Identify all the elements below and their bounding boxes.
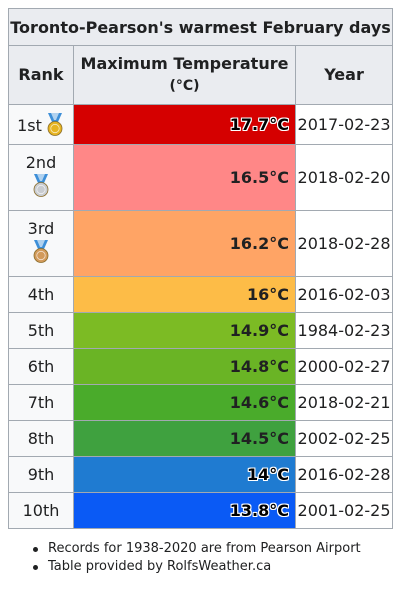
header-max-temperature[interactable]: Maximum Temperature (°C)	[73, 45, 296, 105]
footnotes-list: Records for 1938-2020 are from Pearson A…	[30, 540, 361, 576]
table-row: 1st 17.7°C 2017-02-23	[8, 104, 394, 145]
rank-cell: 2nd	[8, 144, 74, 211]
table-row: 7th 14.6°C 2018-02-21	[8, 384, 394, 421]
warmest-days-table: Toronto-Pearson's warmest February days …	[7, 8, 394, 529]
rank-label: 9th	[27, 465, 55, 484]
rank-cell: 10th	[8, 492, 74, 529]
rank-label: 6th	[27, 357, 55, 376]
rank-cell: 5th	[8, 312, 74, 349]
header-rank[interactable]: Rank	[8, 45, 74, 105]
max-temperature-cell: 14.5°C	[73, 420, 296, 457]
rank-label: 3rd	[27, 219, 55, 238]
max-temperature-cell: 14.6°C	[73, 384, 296, 421]
max-temperature-cell: 16.2°C	[73, 210, 296, 277]
max-temperature-cell: 14°C	[73, 456, 296, 493]
gold-medal-icon	[45, 112, 65, 141]
table-row: 9th 14°C 2016-02-28	[8, 456, 394, 493]
date-cell: 2018-02-28	[294, 210, 394, 277]
max-temperature-cell: 16°C	[73, 276, 296, 313]
rank-cell: 9th	[8, 456, 74, 493]
table-row: 6th 14.8°C 2000-02-27	[8, 348, 394, 385]
table-row: 3rd 16.2°C 2018-02-28	[8, 210, 394, 277]
table-row: 8th 14.5°C 2002-02-25	[8, 420, 394, 457]
date-cell: 2000-02-27	[294, 348, 394, 385]
footnote-item: Records for 1938-2020 are from Pearson A…	[30, 540, 361, 558]
rank-cell: 3rd	[8, 210, 74, 277]
date-cell: 2017-02-23	[294, 104, 394, 145]
date-cell: 1984-02-23	[294, 312, 394, 349]
header-temp-unit: (°C)	[169, 78, 200, 94]
bronze-medal-icon	[30, 240, 52, 268]
records-table-container: Toronto-Pearson's warmest February days …	[7, 8, 394, 529]
rank-cell: 1st	[8, 104, 74, 145]
date-cell: 2018-02-20	[294, 144, 394, 211]
rank-cell: 8th	[8, 420, 74, 457]
max-temperature-cell: 17.7°C	[73, 104, 296, 145]
date-cell: 2018-02-21	[294, 384, 394, 421]
rank-label: 4th	[27, 285, 55, 304]
date-cell: 2002-02-25	[294, 420, 394, 457]
table-header-row: Rank Maximum Temperature (°C) Year	[8, 45, 394, 105]
rank-label: 1st	[17, 116, 42, 135]
date-cell: 2016-02-03	[294, 276, 394, 313]
footnote-item: Table provided by RolfsWeather.ca	[30, 558, 361, 576]
rank-cell: 7th	[8, 384, 74, 421]
rank-cell: 6th	[8, 348, 74, 385]
header-year[interactable]: Year	[294, 45, 394, 105]
table-row: 2nd 16.5°C 2018-02-20	[8, 144, 394, 211]
table-row: 4th 16°C 2016-02-03	[8, 276, 394, 313]
rank-label: 2nd	[25, 153, 57, 172]
rank-label: 8th	[27, 429, 55, 448]
table-caption-row: Toronto-Pearson's warmest February days	[7, 8, 394, 46]
max-temperature-cell: 14.8°C	[73, 348, 296, 385]
table-row: 5th 14.9°C 1984-02-23	[8, 312, 394, 349]
max-temperature-cell: 16.5°C	[73, 144, 296, 211]
table-row: 10th 13.8°C 2001-02-25	[8, 492, 394, 529]
date-cell: 2001-02-25	[294, 492, 394, 529]
silver-medal-icon	[30, 174, 52, 202]
max-temperature-cell: 14.9°C	[73, 312, 296, 349]
rank-label: 7th	[27, 393, 55, 412]
rank-label: 10th	[22, 501, 60, 520]
table-body: 1st 17.7°C 2017-02-23 2nd 16.5°C 2018-02-20 3r…	[8, 104, 394, 529]
table-caption: Toronto-Pearson's warmest February days	[7, 8, 394, 46]
rank-cell: 4th	[8, 276, 74, 313]
header-temp-label: Maximum Temperature	[80, 54, 289, 73]
date-cell: 2016-02-28	[294, 456, 394, 493]
max-temperature-cell: 13.8°C	[73, 492, 296, 529]
rank-label: 5th	[27, 321, 55, 340]
